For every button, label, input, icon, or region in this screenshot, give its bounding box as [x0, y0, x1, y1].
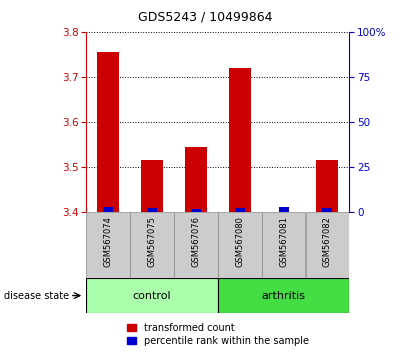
Text: disease state: disease state	[4, 291, 69, 301]
Bar	[86, 212, 130, 278]
Text: GSM567076: GSM567076	[192, 216, 201, 267]
Bar	[305, 212, 349, 278]
Text: arthritis: arthritis	[261, 291, 306, 301]
Bar	[229, 68, 251, 212]
Text: GSM567081: GSM567081	[279, 216, 288, 267]
Bar	[218, 212, 262, 278]
Bar	[97, 52, 119, 212]
Bar	[218, 278, 349, 313]
Bar	[316, 160, 338, 212]
Bar	[174, 212, 218, 278]
Bar	[185, 147, 207, 212]
Bar	[141, 160, 163, 212]
Bar	[262, 212, 305, 278]
Bar	[86, 278, 218, 313]
Text: GDS5243 / 10499864: GDS5243 / 10499864	[138, 11, 273, 24]
Bar	[235, 208, 245, 212]
Bar	[279, 206, 289, 212]
Bar	[191, 209, 201, 212]
Bar	[103, 206, 113, 212]
Legend: transformed count, percentile rank within the sample: transformed count, percentile rank withi…	[127, 323, 309, 346]
Text: GSM567082: GSM567082	[323, 216, 332, 267]
Bar	[147, 208, 157, 212]
Text: GSM567075: GSM567075	[148, 216, 157, 267]
Text: GSM567074: GSM567074	[104, 216, 113, 267]
Bar	[323, 208, 332, 212]
Text: control: control	[133, 291, 171, 301]
Text: GSM567080: GSM567080	[235, 216, 244, 267]
Bar	[130, 212, 174, 278]
